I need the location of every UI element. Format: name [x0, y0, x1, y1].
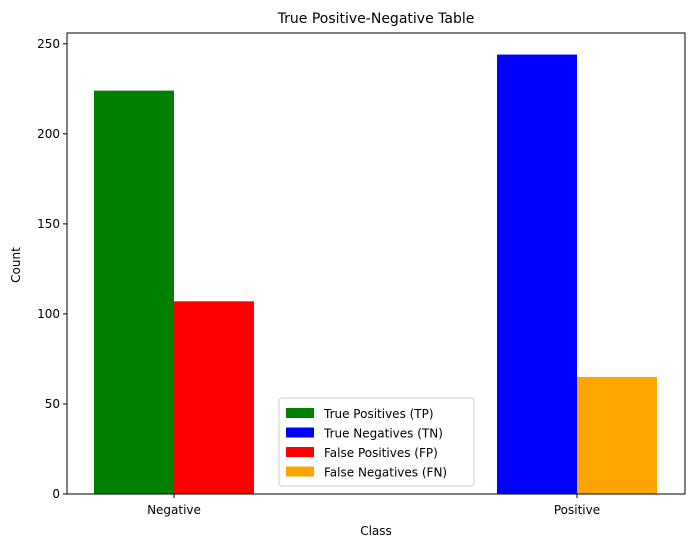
bar-true-negatives-tn-positive [497, 54, 577, 494]
bar-false-negatives-fn-positive [577, 376, 657, 494]
legend: True Positives (TP) True Negatives (TN) Fa… [278, 397, 475, 487]
axes-frame [66, 32, 686, 495]
legend-label: True Negatives (TN) [323, 427, 443, 441]
y-tick-label: 150 [37, 217, 60, 231]
legend-swatch [286, 466, 314, 477]
x-tick-label-negative: Negative [147, 503, 201, 517]
legend-swatch [286, 408, 314, 418]
y-tick-label: 100 [37, 307, 60, 321]
legend-label: False Positives (FP) [324, 446, 438, 460]
chart-title: True Positive-Negative Table [277, 11, 475, 27]
x-tick-label-positive: Positive [554, 503, 600, 517]
y-axis-label: Count [9, 247, 23, 283]
legend-box [278, 397, 475, 487]
bar-true-positives-tp-negative [94, 90, 174, 494]
y-tick-label: 250 [37, 37, 60, 51]
x-axis-label: Class [360, 524, 392, 538]
bar-false-positives-fp-negative [174, 301, 254, 494]
legend-label: True Positives (TP) [323, 407, 434, 421]
y-tick-label: 50 [45, 397, 60, 411]
legend-swatch [286, 427, 314, 438]
plot-area: 0 50 100 150 200 250 Negative Positive [37, 32, 686, 517]
legend-swatch [286, 447, 314, 457]
y-tick-label: 0 [52, 487, 60, 501]
y-tick-label: 200 [37, 127, 60, 141]
legend-label: False Negatives (FN) [324, 466, 447, 480]
